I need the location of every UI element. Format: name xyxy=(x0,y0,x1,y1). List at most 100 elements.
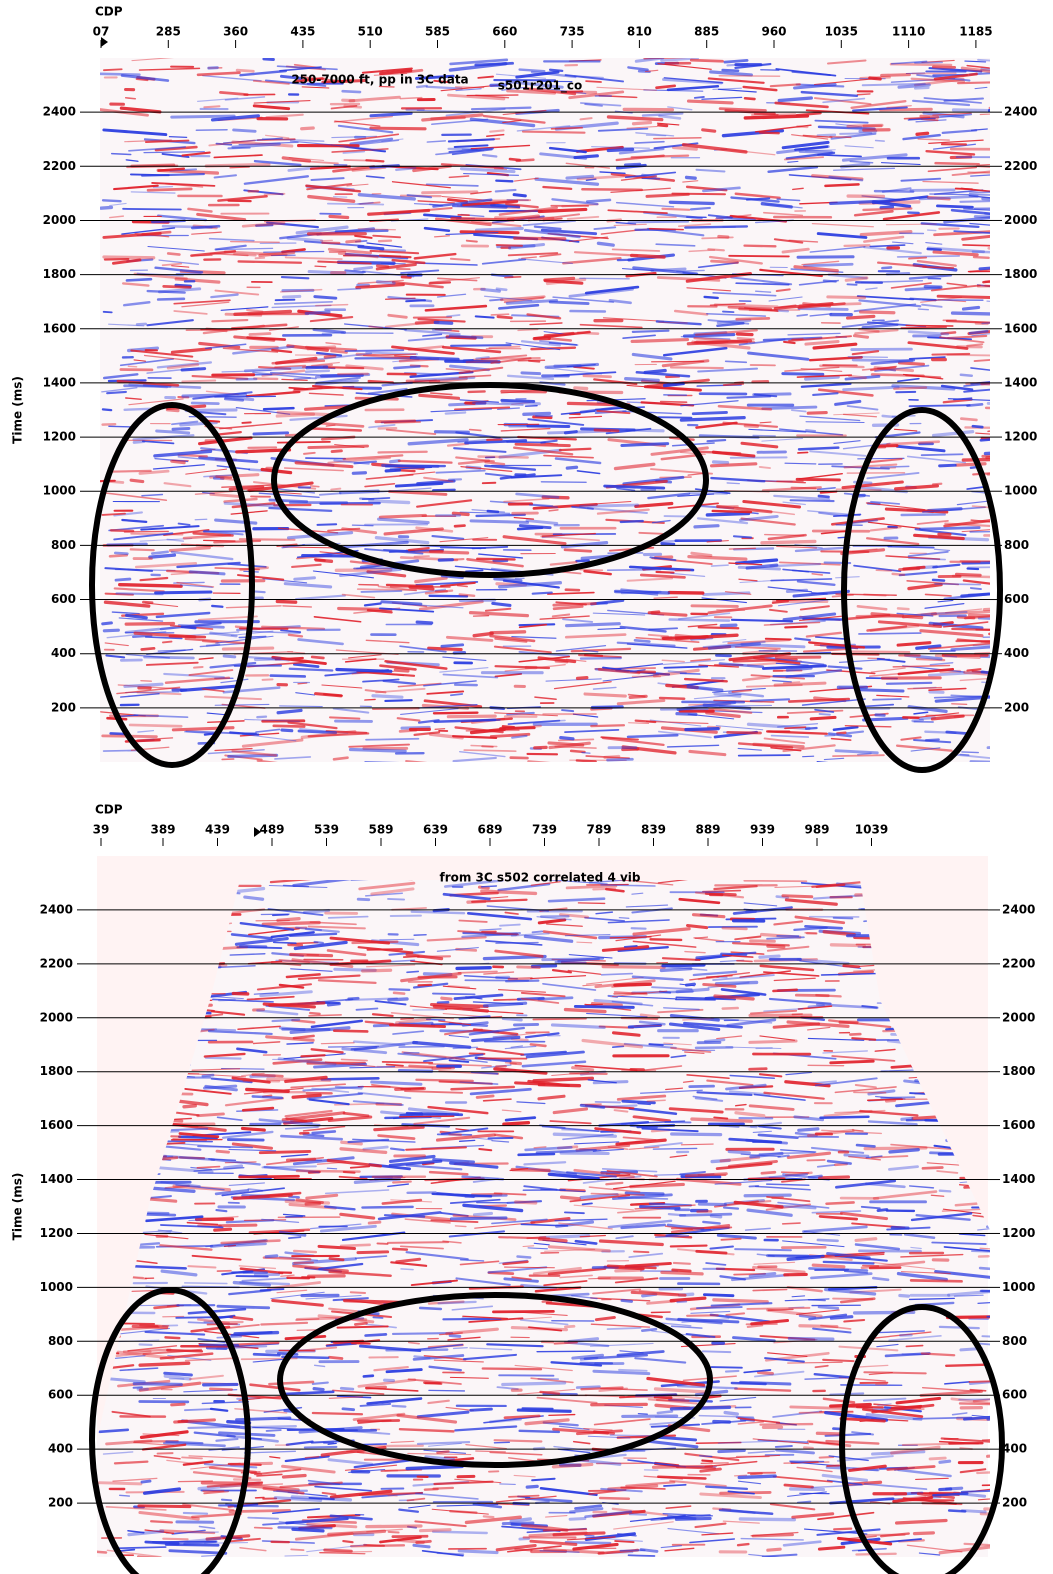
reflector xyxy=(377,239,393,243)
reflector xyxy=(385,583,434,588)
reflector xyxy=(511,401,531,405)
reflector xyxy=(810,1146,865,1154)
reflector xyxy=(519,1319,569,1326)
reflector xyxy=(262,58,275,61)
reflector xyxy=(724,590,752,595)
reflector xyxy=(534,177,600,186)
reflector xyxy=(307,925,366,930)
reflector xyxy=(475,513,526,518)
reflector xyxy=(184,637,250,645)
reflector xyxy=(486,133,505,137)
reflector xyxy=(430,1022,463,1026)
reflector xyxy=(491,1140,510,1143)
reflector xyxy=(882,211,941,221)
reflector xyxy=(880,162,921,166)
reflector xyxy=(284,1126,319,1130)
reflector xyxy=(763,621,821,626)
reflector xyxy=(778,428,844,436)
reflector xyxy=(404,328,461,336)
reflector xyxy=(645,720,709,725)
reflector xyxy=(822,1358,855,1363)
reflector xyxy=(718,704,773,707)
reflector xyxy=(273,300,333,305)
reflector xyxy=(440,574,464,579)
reflector xyxy=(910,1246,922,1250)
reflector xyxy=(877,261,927,268)
reflector xyxy=(353,1458,416,1469)
reflector xyxy=(145,661,199,666)
reflector xyxy=(613,982,653,987)
reflector xyxy=(638,531,664,535)
reflector xyxy=(305,1294,362,1300)
reflector xyxy=(918,195,979,201)
reflector xyxy=(177,1419,189,1423)
reflector xyxy=(197,97,239,102)
reflector xyxy=(622,475,685,486)
reflector xyxy=(767,586,813,593)
reflector xyxy=(681,142,748,154)
reflector xyxy=(652,668,700,678)
reflector xyxy=(798,149,833,154)
reflector xyxy=(500,427,551,432)
reflector xyxy=(922,506,986,513)
reflector xyxy=(179,584,213,588)
reflector xyxy=(981,854,1034,859)
reflector xyxy=(748,1104,795,1111)
reflector xyxy=(102,1451,134,1455)
reflector xyxy=(953,1294,984,1297)
reflector xyxy=(521,256,537,260)
reflector xyxy=(942,621,989,628)
reflector xyxy=(755,1047,773,1050)
reflector xyxy=(489,1417,522,1424)
reflector xyxy=(313,616,362,623)
reflector xyxy=(568,1516,587,1521)
reflector xyxy=(879,107,933,112)
reflector xyxy=(571,1294,598,1300)
reflector xyxy=(279,705,323,708)
reflector xyxy=(518,258,573,265)
reflector xyxy=(146,289,186,294)
reflector xyxy=(317,1244,357,1250)
reflector xyxy=(583,692,627,698)
reflector xyxy=(945,1315,990,1320)
reflector xyxy=(379,607,435,613)
reflector xyxy=(832,916,854,920)
reflector xyxy=(589,1342,654,1347)
reflector xyxy=(230,630,274,636)
reflector xyxy=(626,733,679,739)
reflector xyxy=(702,186,741,193)
reflector xyxy=(733,506,796,516)
reflector xyxy=(440,1127,489,1135)
reflector xyxy=(568,287,634,298)
reflector xyxy=(510,1325,569,1332)
reflector xyxy=(667,502,719,509)
reflector xyxy=(295,225,349,235)
reflector xyxy=(400,269,440,274)
reflector xyxy=(390,1199,433,1203)
reflector xyxy=(859,230,913,237)
reflector xyxy=(301,553,361,558)
reflector xyxy=(129,478,145,484)
reflector xyxy=(526,1235,547,1240)
reflector xyxy=(123,682,164,688)
reflector xyxy=(813,1373,850,1379)
reflector xyxy=(512,193,527,198)
reflector xyxy=(252,1352,281,1357)
reflector xyxy=(447,138,495,143)
reflector xyxy=(266,1077,332,1082)
reflector xyxy=(128,146,187,152)
reflector xyxy=(970,174,990,177)
reflector xyxy=(204,343,247,350)
reflector xyxy=(858,327,880,333)
reflector xyxy=(934,654,981,660)
reflector xyxy=(962,579,990,585)
reflector xyxy=(495,244,523,247)
reflector xyxy=(842,385,900,392)
reflector xyxy=(575,1143,631,1152)
reflector xyxy=(728,254,790,258)
reflector xyxy=(262,1487,305,1495)
reflector xyxy=(150,1520,174,1524)
reflector xyxy=(252,1041,281,1045)
reflector xyxy=(548,741,591,750)
reflector xyxy=(531,591,553,595)
